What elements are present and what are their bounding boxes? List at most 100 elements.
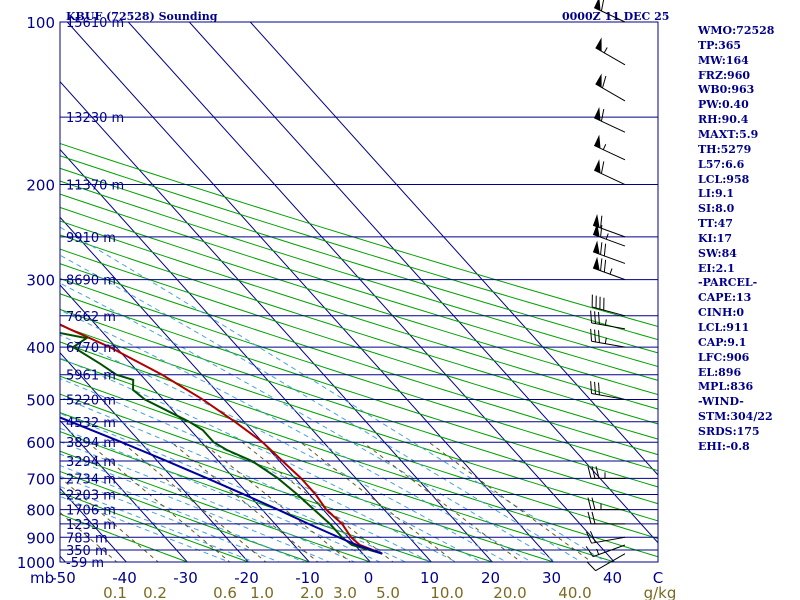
plot-frame	[59, 21, 659, 563]
mixing-ratio-line	[241, 441, 394, 562]
dry-adiabat	[60, 393, 555, 562]
index-item: MAXT:5.9	[698, 127, 759, 141]
dry-adiabat	[60, 220, 658, 410]
isotherm	[0, 22, 15, 573]
pressure-label-500: 500	[26, 391, 55, 409]
moist-adiabat	[60, 357, 483, 562]
isotherm	[127, 22, 615, 562]
mixing-ratio-line	[87, 441, 231, 562]
height-label: 15610 m	[66, 16, 124, 31]
valid-time: 0000Z 11 DEC 25	[562, 10, 670, 23]
mixing-ratio-label: 5.0	[376, 584, 400, 600]
dry-adiabat	[60, 375, 616, 562]
wind-barb	[587, 466, 625, 479]
index-item: LCL:911	[698, 321, 750, 334]
moist-adiabat	[60, 282, 558, 562]
dry-adiabat	[60, 324, 658, 522]
index-item: -PARCEL-	[698, 276, 758, 290]
height-label: 11370 m	[66, 179, 124, 194]
index-item: WMO:72528	[698, 24, 775, 37]
height-label: 5961 m	[66, 369, 116, 384]
height-label: 5220 m	[66, 393, 116, 408]
dry-adiabat	[60, 155, 658, 341]
wind-barb	[592, 213, 626, 238]
isotherm	[188, 22, 658, 544]
index-item: MW:164	[698, 53, 749, 67]
wind-barb	[592, 223, 626, 247]
height-label: 3894 m	[66, 436, 116, 451]
dry-adiabat	[60, 431, 433, 562]
wind-barb	[590, 381, 626, 400]
height-label: 783 m	[66, 531, 108, 546]
moist-adiabat	[60, 396, 432, 562]
temperature-tick-label: -10	[295, 569, 320, 587]
dry-adiabat	[60, 450, 372, 562]
height-label: 2203 m	[66, 489, 116, 504]
temperature-tick-label: 30	[542, 569, 561, 587]
moist-adiabat	[60, 377, 458, 562]
dry-adiabat	[60, 180, 658, 368]
isotherm	[66, 22, 554, 562]
mixing-ratio-line	[300, 441, 456, 562]
mixing-ratio-label: 10.0	[430, 584, 463, 600]
temperature-tick-label: -50	[51, 569, 76, 587]
pressure-label-1000: 1000	[17, 554, 55, 572]
index-item: WB0:963	[698, 83, 755, 97]
height-label: 2734 m	[66, 472, 116, 487]
height-label: -59 m	[66, 556, 104, 571]
dry-adiabat	[60, 412, 494, 562]
index-item: EL:896	[698, 365, 742, 379]
temperature-tick-label: 40	[603, 569, 622, 587]
pressure-label-700: 700	[26, 470, 55, 488]
index-item: EHI:-0.8	[698, 439, 750, 453]
moist-adiabat	[60, 309, 533, 562]
moist-adiabat	[60, 226, 608, 562]
isotherm	[249, 22, 658, 476]
index-item: -WIND-	[698, 395, 744, 409]
index-item: FRZ:960	[698, 68, 751, 82]
moist-adiabat	[60, 412, 407, 562]
dry-adiabat	[60, 293, 658, 488]
index-item: L57:6.6	[698, 157, 745, 171]
index-item: SI:8.0	[698, 202, 735, 216]
moist-adiabat	[60, 254, 583, 562]
mixing-ratio-label: g/kg	[644, 584, 677, 600]
index-item: STM:304/22	[698, 410, 773, 424]
dry-adiabat	[60, 263, 658, 456]
index-item: TP:365	[698, 38, 742, 52]
dry-adiabat	[60, 470, 311, 562]
wind-barb	[591, 294, 626, 317]
height-label: 1706 m	[66, 504, 116, 519]
dry-adiabat	[60, 278, 658, 472]
wind-barb	[595, 73, 626, 102]
dry-adiabat	[60, 167, 658, 354]
index-item: LI:9.1	[698, 187, 735, 201]
height-label: 1233 m	[66, 518, 116, 533]
mixing-ratio-line	[60, 511, 118, 562]
index-item: TH:5279	[698, 142, 752, 156]
mixing-ratio-label: 1.0	[250, 584, 274, 600]
wind-barb	[593, 106, 626, 133]
wind-barb	[593, 159, 626, 186]
mixing-ratio-label: 3.0	[333, 584, 357, 600]
dry-adiabat	[60, 234, 658, 425]
moist-adiabat	[60, 475, 281, 562]
pressure-label-600: 600	[26, 434, 55, 452]
mixing-ratio-label: 40.0	[558, 584, 591, 600]
mixing-ratio-label: 0.6	[213, 584, 237, 600]
moist-adiabat	[60, 464, 306, 562]
index-item: CINH:0	[698, 306, 745, 320]
temperature-tick-label: 10	[420, 569, 439, 587]
isotherm	[60, 555, 66, 562]
pressure-unit-label: mb	[30, 569, 54, 587]
index-item: KI:17	[698, 231, 733, 245]
pressure-label-300: 300	[26, 272, 55, 290]
moist-adiabat	[60, 441, 356, 562]
index-item: EI:2.1	[698, 261, 735, 275]
height-label: 3294 m	[66, 455, 116, 470]
moist-adiabat	[60, 334, 508, 562]
mixing-ratio-label: 0.2	[143, 584, 167, 600]
mixing-ratio-line	[170, 441, 319, 562]
